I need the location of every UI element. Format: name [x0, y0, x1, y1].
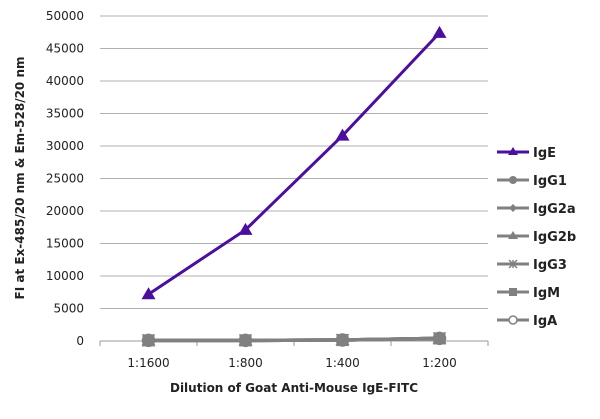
- y-tick-label: 0: [76, 334, 84, 348]
- data-point-circle: [509, 176, 517, 184]
- y-tick-label: 50000: [46, 9, 84, 23]
- series-line-igg1: [148, 336, 440, 343]
- x-tick-label: 1:1600: [127, 356, 169, 370]
- y-tick-label: 30000: [46, 139, 84, 153]
- legend-label: IgG2a: [533, 202, 576, 217]
- data-point-triangle: [508, 147, 518, 155]
- x-tick-label: 1:800: [228, 356, 263, 370]
- data-point-circle: [142, 334, 155, 347]
- legend-label: IgG1: [533, 174, 567, 189]
- y-tick-label: 40000: [46, 74, 84, 88]
- legend-label: IgE: [533, 146, 556, 161]
- data-point-triangle: [508, 231, 518, 239]
- data-point-circle: [336, 334, 349, 347]
- legend-label: IgA: [533, 314, 557, 329]
- data-point-square: [509, 288, 517, 296]
- y-tick-label: 5000: [53, 302, 84, 316]
- x-axis-label: Dilution of Goat Anti-Mouse IgE-FITC: [170, 381, 418, 395]
- y-tick-label: 45000: [46, 42, 84, 56]
- data-point-circle: [433, 332, 446, 345]
- data-point-circle: [239, 334, 252, 347]
- series-line-ige: [147, 31, 441, 296]
- y-tick-label: 25000: [46, 172, 84, 186]
- legend-label: IgG3: [533, 258, 567, 273]
- legend-label: IgG2b: [533, 230, 576, 245]
- y-axis-label: FI at Ex-485/20 nm & Em-528/20 nm: [13, 57, 27, 300]
- data-point-open-circle: [508, 315, 518, 325]
- y-tick-label: 35000: [46, 107, 84, 121]
- x-tick-label: 1:200: [422, 356, 457, 370]
- y-tick-label: 10000: [46, 269, 84, 283]
- y-tick-label: 20000: [46, 204, 84, 218]
- x-tick-label: 1:400: [325, 356, 360, 370]
- legend-label: IgM: [533, 286, 560, 301]
- data-point-triangle: [238, 222, 253, 235]
- data-point-triangle: [141, 287, 156, 300]
- y-tick-label: 15000: [46, 237, 84, 251]
- data-point-diamond: [509, 204, 517, 212]
- data-point-star: [508, 259, 518, 269]
- data-point-triangle: [432, 25, 447, 38]
- data-point-triangle: [335, 128, 350, 141]
